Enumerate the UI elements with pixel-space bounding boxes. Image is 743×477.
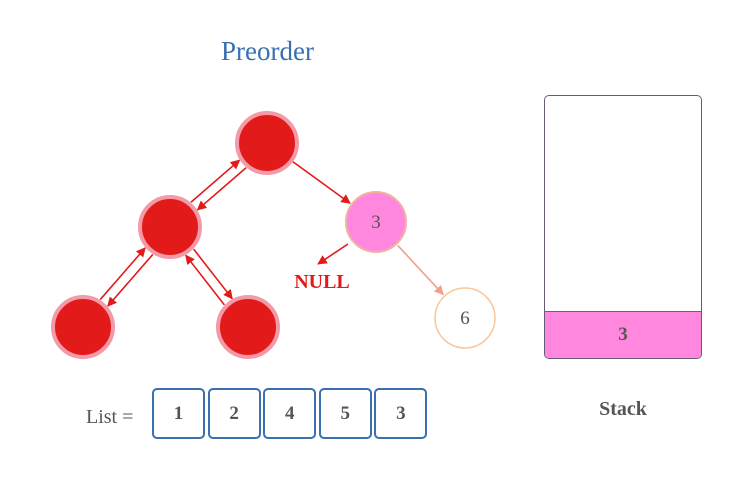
list-cell: 1	[152, 388, 205, 439]
tree-node	[51, 295, 115, 359]
null-arrow	[317, 243, 349, 265]
diagram-title: Preorder	[221, 36, 314, 66]
edge-arrow	[292, 161, 351, 204]
null-label: NULL	[294, 271, 350, 293]
list-cell: 5	[318, 388, 372, 439]
stack-label: Stack	[599, 398, 647, 420]
node-circle	[345, 191, 407, 253]
tree-node: 3	[345, 191, 407, 253]
node-circle	[434, 287, 496, 349]
node-circle	[51, 295, 115, 359]
edge-arrow-down	[196, 167, 247, 211]
list-cells: 1 2 4 5 3	[152, 388, 430, 439]
node-label: 6	[460, 308, 470, 329]
stack-item: 3	[545, 311, 701, 358]
edge-arrow-pending	[397, 244, 444, 296]
list-cell: 4	[263, 388, 317, 439]
tree-node	[216, 295, 280, 359]
tree-node	[235, 111, 299, 175]
edge-arrow-up	[185, 254, 226, 306]
edge-arrow-down	[192, 248, 233, 300]
tree-node: 6	[434, 287, 496, 349]
tree-node	[138, 195, 202, 259]
node-circle	[235, 111, 299, 175]
list-cell: 3	[374, 388, 428, 439]
stack-container: 3	[544, 95, 702, 359]
node-label: 3	[371, 212, 381, 233]
edge-arrow-up	[190, 159, 241, 203]
node-circle	[138, 195, 202, 259]
edge-arrow-up	[99, 247, 146, 301]
edge-arrow-down	[107, 253, 154, 307]
node-circle	[216, 295, 280, 359]
list-cell: 2	[207, 388, 261, 439]
list-label: List =	[86, 406, 134, 428]
